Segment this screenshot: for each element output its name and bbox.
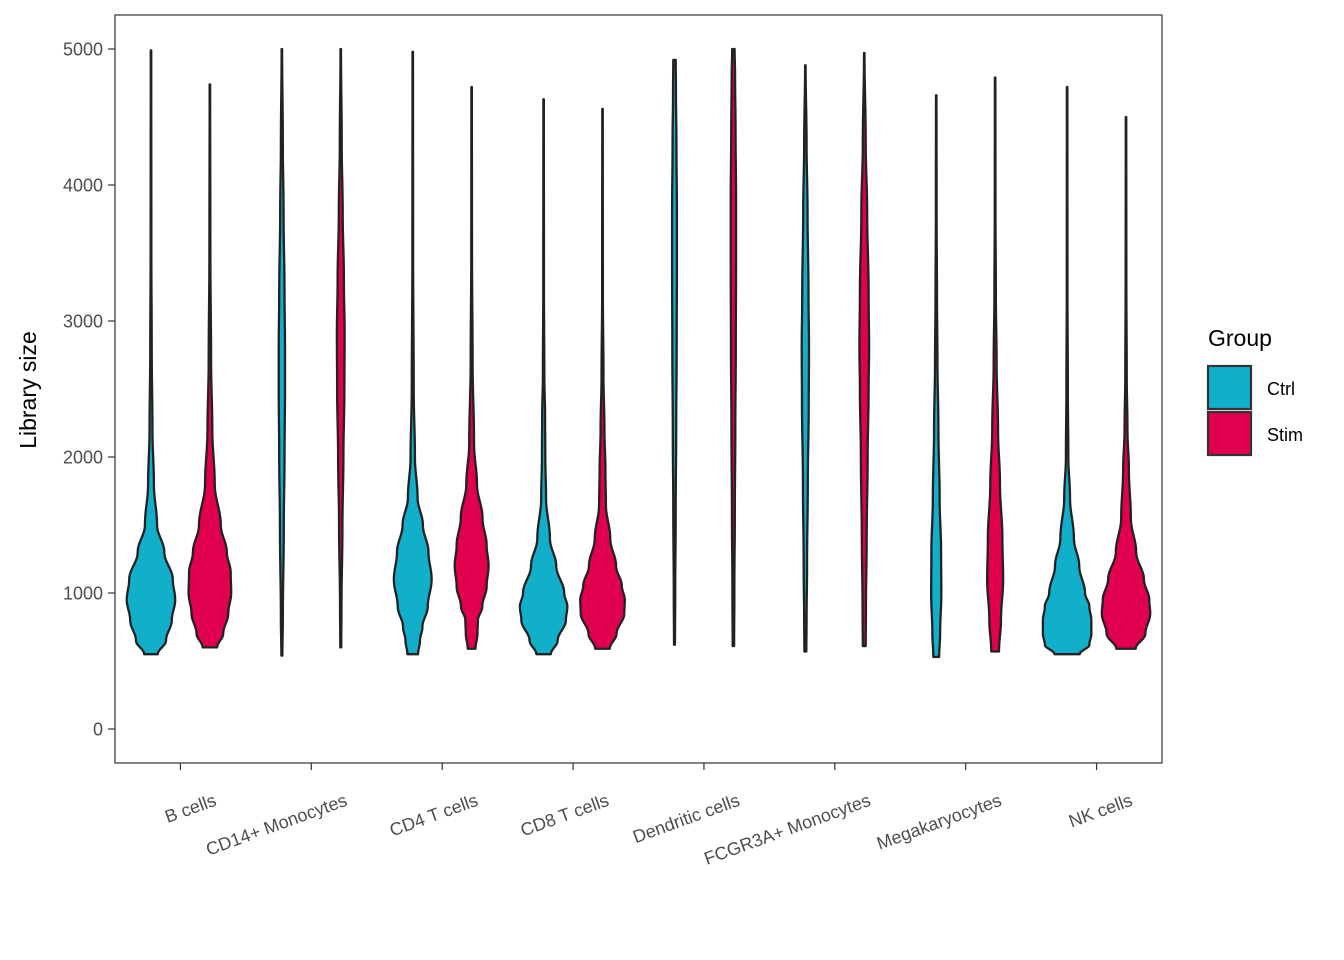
y-tick-label: 3000: [63, 312, 103, 332]
violin-stim-fcgr3a-monocytes: [858, 51, 871, 648]
violin-ctrl-fcgr3a-monocytes: [800, 64, 811, 653]
legend-key-ctrl: [1206, 364, 1253, 411]
x-tick-label: NK cells: [1066, 790, 1135, 831]
violin-ctrl-nk-cells: [1041, 85, 1093, 656]
violin-stim-cd4-t-cells: [453, 85, 490, 650]
x-tick-label: CD8 T cells: [518, 790, 612, 840]
y-tick-label: 0: [93, 720, 103, 740]
x-tick-label: Megakaryocytes: [874, 790, 1004, 854]
legend: Group Ctrl Stim: [1206, 325, 1303, 457]
y-tick-label: 5000: [63, 40, 103, 60]
legend-label-stim: Stim: [1267, 425, 1303, 445]
legend-title: Group: [1208, 325, 1272, 351]
legend-label-ctrl: Ctrl: [1267, 379, 1295, 399]
violin-stim-b-cells: [187, 83, 233, 649]
violin-ctrl-megakaryocytes: [930, 94, 943, 659]
legend-key-stim: [1206, 410, 1253, 457]
y-axis-title: Library size: [15, 331, 41, 449]
violin-ctrl-dendritic-cells: [670, 58, 679, 646]
x-tick-label: B cells: [162, 790, 219, 827]
plot-panel: [114, 14, 1163, 764]
x-tick-label: Dendritic cells: [630, 790, 742, 847]
violin-ctrl-cd14-monocytes: [277, 47, 287, 657]
y-tick-label: 2000: [63, 448, 103, 468]
y-axis: 0 1000 2000 3000 4000 5000: [63, 40, 115, 740]
violin-stim-nk-cells: [1100, 115, 1152, 650]
violin-stim-cd14-monocytes: [335, 47, 346, 649]
violin-stim-cd8-t-cells: [579, 107, 626, 650]
violin-stim-dendritic-cells: [729, 47, 738, 648]
y-tick-label: 1000: [63, 584, 103, 604]
violins-layer: [125, 47, 1152, 659]
y-tick-label: 4000: [63, 176, 103, 196]
x-tick-label: CD14+ Monocytes: [203, 790, 349, 860]
violin-stim-megakaryocytes: [985, 76, 1005, 653]
violin-ctrl-cd8-t-cells: [518, 98, 569, 656]
x-tick-label: CD4 T cells: [387, 790, 481, 840]
violin-ctrl-b-cells: [125, 49, 177, 656]
violin-ctrl-cd4-t-cells: [392, 50, 433, 656]
